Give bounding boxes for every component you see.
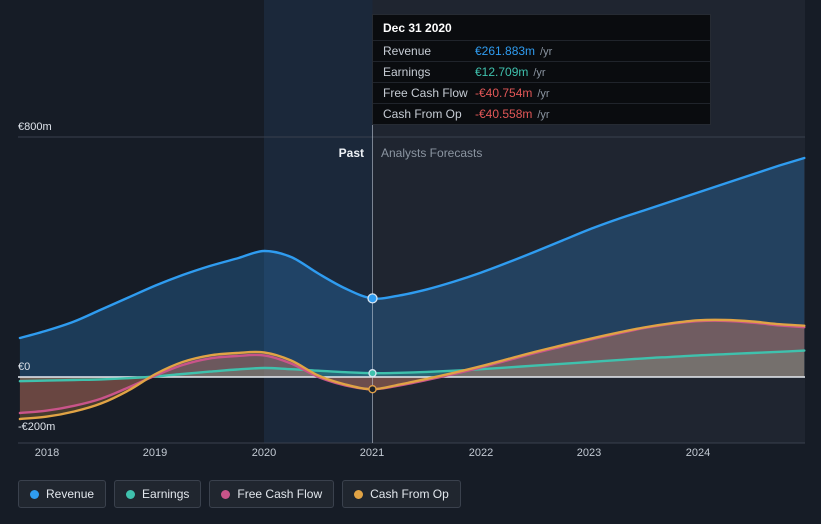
- cash-from-op-marker: [368, 385, 377, 394]
- legend-label-cash-from-op: Cash From Op: [370, 487, 449, 501]
- y-axis-label-zero: €0: [18, 361, 31, 373]
- tooltip-earnings-label: Earnings: [383, 65, 431, 79]
- chart-tooltip: Dec 31 2020 Revenue €261.883m /yr Earnin…: [372, 14, 711, 125]
- tooltip-cashop-suffix: /yr: [537, 109, 550, 121]
- tooltip-row-cash-from-op: Cash From Op -€40.558m /yr: [373, 103, 710, 124]
- y-axis-label-800m: €800m: [18, 121, 52, 133]
- x-axis-label-2021: 2021: [359, 447, 385, 459]
- earnings-series-dot-icon: [126, 489, 136, 499]
- legend-item-earnings[interactable]: Earnings: [114, 480, 202, 508]
- free-cash-flow-series-dot-icon: [221, 489, 231, 499]
- tooltip-revenue-suffix: /yr: [540, 46, 553, 58]
- cash-from-op-area: [19, 319, 805, 419]
- tooltip-earnings-suffix: /yr: [533, 67, 546, 79]
- tooltip-cashop-label: Cash From Op: [383, 107, 462, 121]
- tooltip-row-free-cash-flow: Free Cash Flow -€40.754m /yr: [373, 82, 710, 103]
- legend-label-revenue: Revenue: [46, 487, 95, 501]
- tooltip-date: Dec 31 2020: [383, 21, 452, 35]
- tooltip-revenue-value: €261.883m: [475, 44, 536, 58]
- tooltip-fcf-label: Free Cash Flow: [383, 86, 468, 100]
- revenue-marker: [367, 293, 378, 304]
- legend-item-cash-from-op[interactable]: Cash From Op: [342, 480, 461, 508]
- tooltip-revenue-label: Revenue: [383, 44, 432, 58]
- chart-legend: Revenue Earnings Free Cash Flow Cash Fro…: [18, 480, 461, 508]
- x-axis-label-2024: 2024: [685, 447, 711, 459]
- tooltip-cashop-value: -€40.558m: [475, 107, 533, 121]
- earnings-marker: [368, 369, 377, 378]
- cash-from-op-line: [18, 318, 806, 421]
- x-axis-label-2019: 2019: [142, 447, 168, 459]
- x-axis-label-2020: 2020: [251, 447, 277, 459]
- x-axis-label-2022: 2022: [468, 447, 494, 459]
- forecast-section-label: Analysts Forecasts: [381, 146, 483, 160]
- past-section-label: Past: [338, 146, 364, 160]
- x-axis-label-2018: 2018: [34, 447, 60, 459]
- y-axis-label-neg200m: -€200m: [18, 421, 56, 433]
- tooltip-row-revenue: Revenue €261.883m /yr: [373, 40, 710, 61]
- legend-item-free-cash-flow[interactable]: Free Cash Flow: [209, 480, 335, 508]
- legend-label-earnings: Earnings: [142, 487, 190, 501]
- tooltip-row-earnings: Earnings €12.709m /yr: [373, 61, 710, 82]
- revenue-area: [19, 158, 805, 377]
- free-cash-flow-area: [19, 320, 805, 413]
- tooltip-fcf-suffix: /yr: [537, 88, 550, 100]
- tooltip-earnings-value: €12.709m: [475, 65, 529, 79]
- revenue-series-dot-icon: [30, 489, 39, 499]
- legend-label-free-cash-flow: Free Cash Flow: [237, 487, 323, 501]
- revenue-line: [18, 156, 806, 340]
- cash-from-op-series-dot-icon: [354, 489, 364, 499]
- earnings-area: [19, 350, 805, 382]
- x-axis-label-2023: 2023: [576, 447, 602, 459]
- legend-item-revenue[interactable]: Revenue: [18, 480, 107, 508]
- tooltip-fcf-value: -€40.754m: [475, 86, 533, 100]
